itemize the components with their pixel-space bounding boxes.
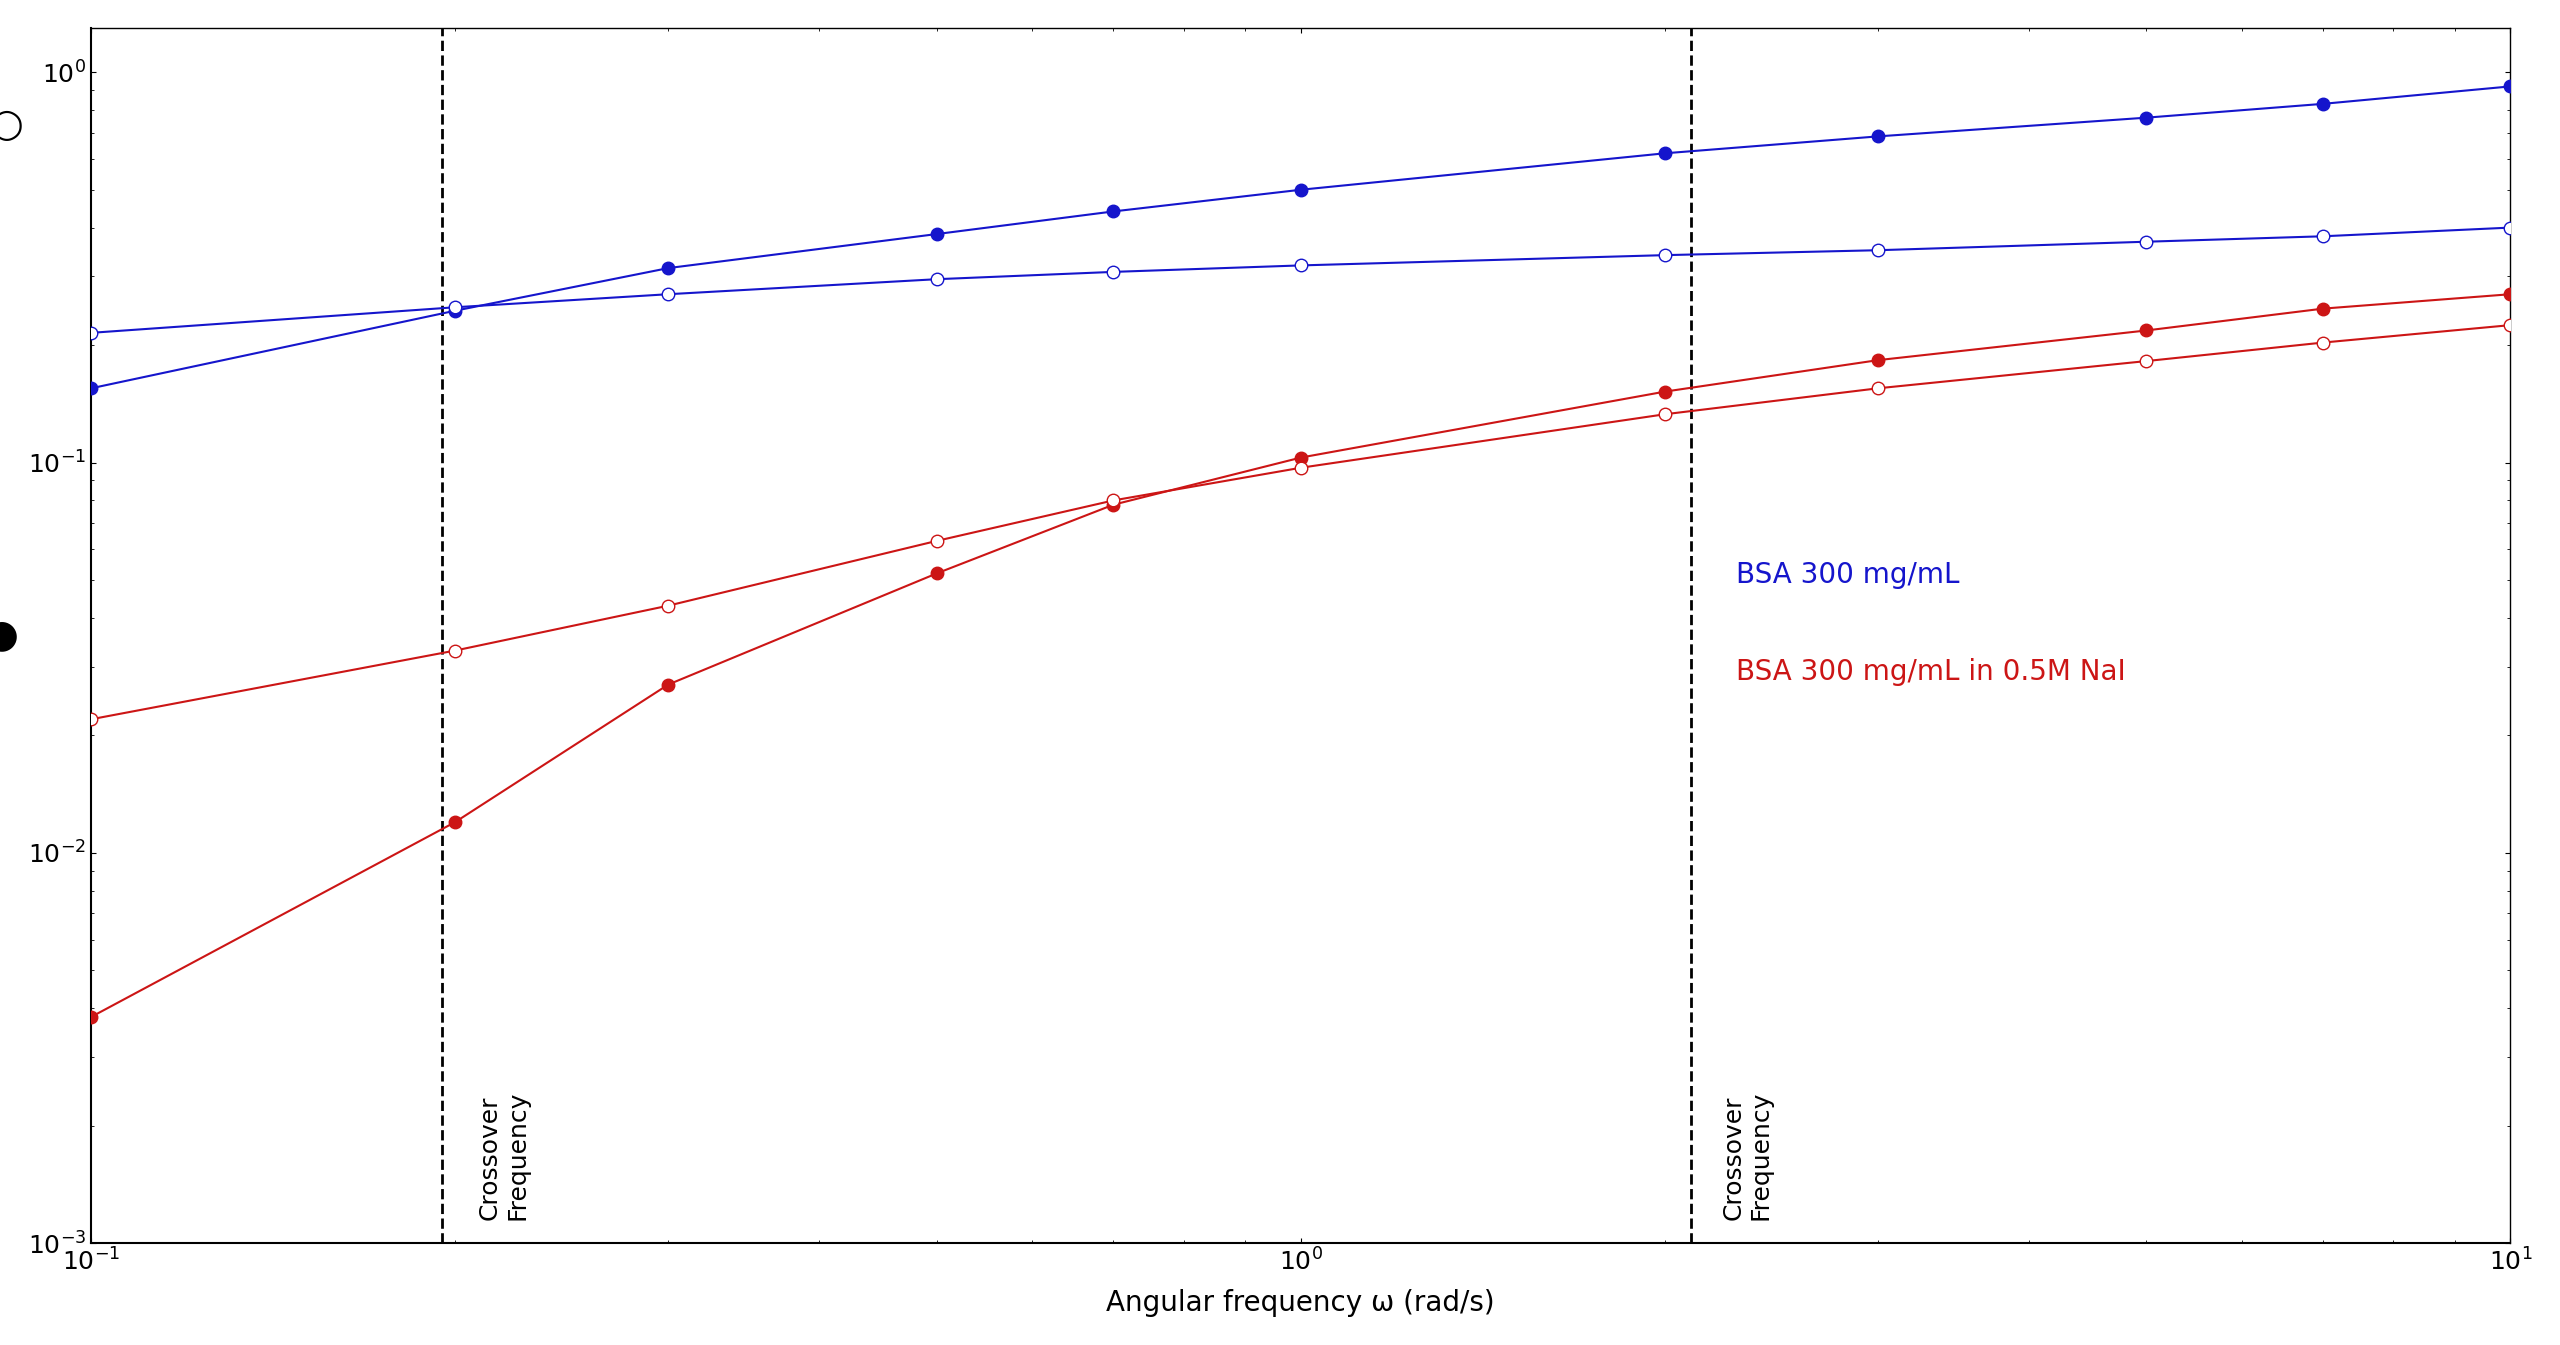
Text: ○: ○ [0, 106, 23, 144]
Text: ●: ● [0, 616, 18, 655]
X-axis label: Angular frequency ω (rad/s): Angular frequency ω (rad/s) [1106, 1290, 1495, 1317]
Text: BSA 300 mg/mL: BSA 300 mg/mL [1736, 561, 1961, 589]
Text: Crossover
Frequency: Crossover Frequency [1720, 1091, 1774, 1220]
Text: BSA 300 mg/mL in 0.5M NaI: BSA 300 mg/mL in 0.5M NaI [1736, 658, 2125, 686]
Text: Crossover
Frequency: Crossover Frequency [479, 1091, 530, 1220]
